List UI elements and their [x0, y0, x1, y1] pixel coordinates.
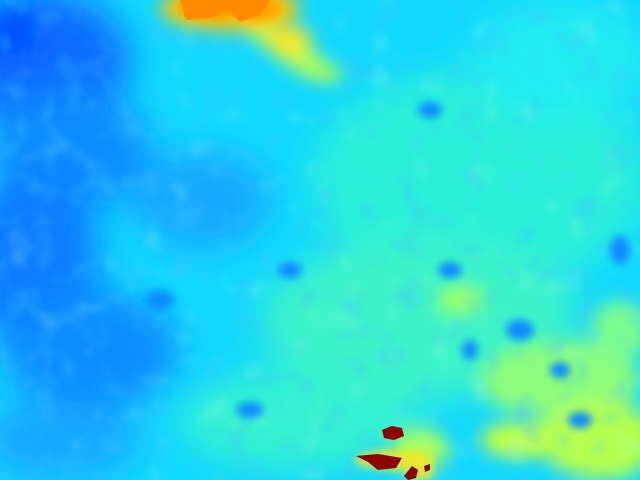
blue-spots — [146, 102, 630, 428]
hot-spot-top-center — [160, 0, 345, 83]
peak-blobs-bottom-center — [355, 426, 435, 480]
